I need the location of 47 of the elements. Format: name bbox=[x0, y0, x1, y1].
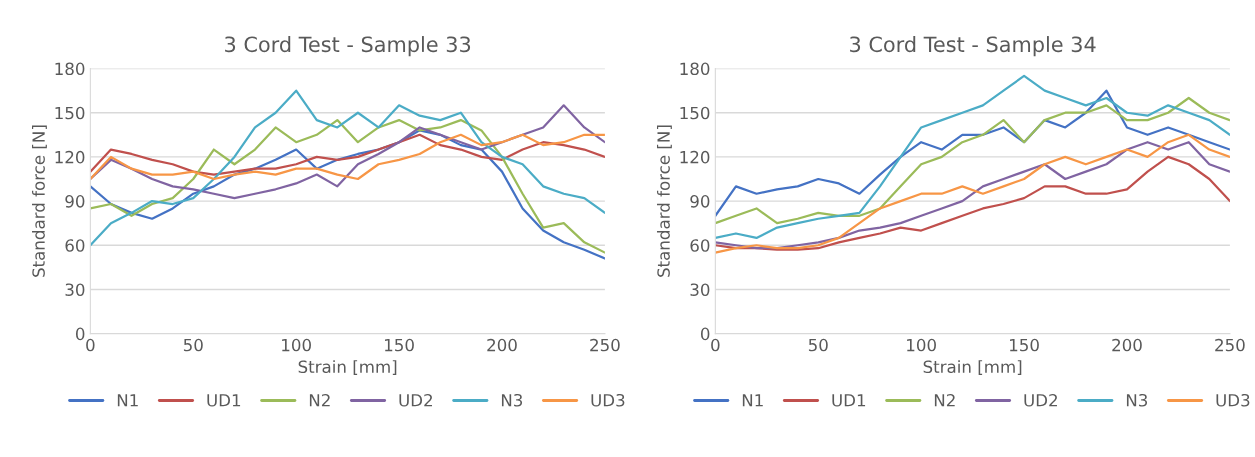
x-tick-label: 100 bbox=[907, 338, 936, 352]
x-tick-label: 250 bbox=[1215, 338, 1245, 352]
x-tick-label: 50 bbox=[808, 338, 828, 352]
line-series bbox=[90, 104, 605, 200]
y-tick-label: 30 bbox=[65, 283, 85, 296]
x-tick-label: 100 bbox=[282, 338, 311, 352]
x-tick-label: 0 bbox=[86, 338, 95, 352]
y-axis-title: Standard force [N] bbox=[32, 125, 47, 277]
legend-label: UD3 bbox=[591, 393, 625, 407]
y-tick-label: 120 bbox=[680, 150, 710, 164]
y-tick-label: 180 bbox=[55, 62, 85, 76]
y-tick-label: 150 bbox=[55, 106, 85, 120]
legend-label: UD2 bbox=[1024, 393, 1057, 407]
x-tick-label: 150 bbox=[1010, 338, 1039, 352]
legend-label: N1 bbox=[742, 394, 763, 407]
y-tick-label: 60 bbox=[65, 239, 85, 252]
legend-label: UD1 bbox=[207, 394, 241, 407]
x-axis-title: Strain [mm] bbox=[923, 360, 1022, 376]
legend-label: N3 bbox=[501, 393, 523, 407]
chart-title: 3 Cord Test - Sample 34 bbox=[850, 36, 1096, 57]
y-tick-label: 30 bbox=[690, 283, 710, 296]
x-tick-label: 250 bbox=[590, 338, 620, 352]
y-tick-label: 150 bbox=[680, 106, 710, 120]
x-tick-label: 50 bbox=[183, 338, 203, 352]
y-tick-label: 0 bbox=[700, 327, 710, 341]
y-tick-label: 120 bbox=[55, 150, 85, 164]
y-tick-label: 60 bbox=[690, 239, 710, 252]
x-tick-label: 200 bbox=[1112, 338, 1142, 352]
line-series bbox=[715, 74, 1230, 239]
legend-label: UD3 bbox=[1216, 393, 1250, 407]
legend-label: UD2 bbox=[399, 393, 432, 407]
legend-label: UD1 bbox=[832, 394, 866, 407]
chart-title: 3 Cord Test - Sample 33 bbox=[225, 36, 471, 57]
legend-label: N2 bbox=[934, 393, 955, 407]
y-tick-label: 90 bbox=[690, 195, 710, 208]
y-axis-title: Standard force [N] bbox=[656, 125, 672, 277]
legend-label: N2 bbox=[309, 393, 330, 407]
y-tick-label: 180 bbox=[680, 62, 710, 76]
y-tick-label: 0 bbox=[75, 327, 85, 341]
y-tick-label: 90 bbox=[65, 195, 85, 208]
line-series bbox=[90, 89, 605, 247]
legend-label: N3 bbox=[1126, 393, 1148, 407]
x-axis-title: Strain [mm] bbox=[298, 360, 397, 376]
x-tick-label: 0 bbox=[711, 338, 720, 352]
legend-label: N1 bbox=[117, 394, 138, 407]
x-tick-label: 150 bbox=[385, 338, 414, 352]
x-tick-label: 200 bbox=[487, 338, 517, 352]
